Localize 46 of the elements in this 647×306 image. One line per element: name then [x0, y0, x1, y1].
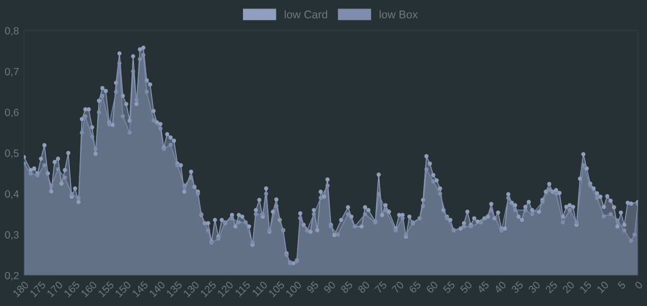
x-tick-label: 30	[528, 280, 541, 294]
x-tick-label: 70	[392, 280, 404, 294]
x-tick-label: 110	[252, 280, 268, 297]
x-tick-label: 145	[132, 280, 148, 298]
x-tick-label: 150	[114, 280, 132, 298]
x-tick-label: 95	[306, 280, 319, 294]
x-tick-label: 75	[374, 280, 388, 294]
x-tick-label: 100	[285, 280, 302, 298]
x-tick-label: 60	[426, 280, 438, 294]
x-tick-label: 80	[357, 280, 370, 294]
x-tick-label: 105	[268, 280, 285, 298]
y-tick-label: 0,3	[5, 231, 19, 240]
y-tick-label: 0,8	[5, 27, 19, 36]
x-tick-label: 125	[200, 280, 217, 298]
x-tick-label: 170	[46, 280, 64, 298]
x-tick-label: 175	[30, 280, 46, 298]
x-tick-label: 160	[80, 280, 98, 298]
x-tick-label: 85	[340, 280, 354, 294]
x-tick-label: 5	[617, 280, 626, 290]
x-tick-label: 120	[217, 280, 234, 298]
x-tick-label: 90	[323, 280, 336, 294]
y-tick-label: 0,2	[5, 272, 19, 281]
y-tick-label: 0,4	[5, 190, 19, 199]
x-tick-label: 25	[545, 280, 558, 294]
x-tick-label: 165	[64, 280, 80, 298]
x-tick-label: 15	[579, 280, 592, 294]
x-tick-label: 55	[442, 280, 456, 294]
x-tick-label: 40	[494, 280, 507, 294]
x-tick-label: 155	[98, 280, 114, 298]
x-tick-label: 45	[476, 280, 490, 294]
legend-label: low Box	[380, 10, 418, 18]
x-tick-label: 135	[166, 280, 183, 298]
x-tick-label: 10	[596, 280, 609, 294]
y-tick-label: 0,7	[5, 68, 19, 77]
x-tick-label: 35	[510, 280, 524, 294]
y-tick-label: 0,5	[5, 150, 19, 158]
x-tick-label: 50	[460, 280, 473, 294]
x-tick-label: 180	[12, 280, 30, 298]
legend-label: low Card	[284, 10, 328, 18]
x-tick-label: 0	[634, 280, 644, 290]
y-tick-label: 0,6	[5, 108, 19, 118]
x-tick-label: 140	[148, 280, 166, 298]
x-tick-label: 65	[408, 280, 422, 294]
x-tick-label: 20	[562, 280, 575, 294]
x-tick-label: 130	[182, 280, 200, 298]
x-tick-label: 115	[234, 280, 251, 297]
